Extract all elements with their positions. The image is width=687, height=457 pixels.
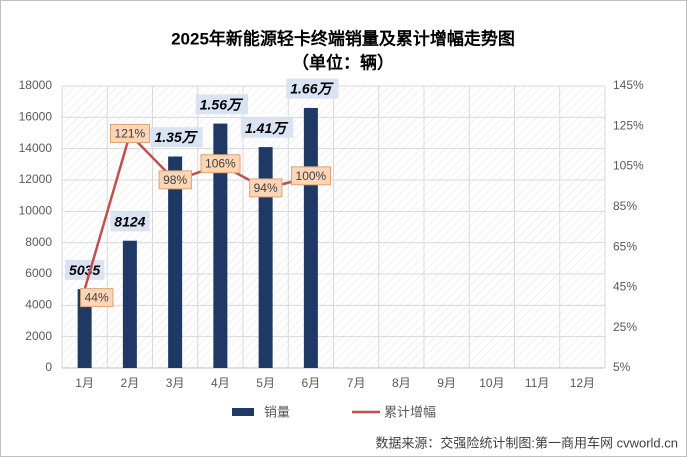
line-value-label-box (158, 170, 192, 190)
x-tick-label: 2月 (121, 376, 140, 390)
bar (122, 240, 137, 368)
line-value-label: 98% (163, 173, 187, 187)
y2-tick-label: 125% (613, 118, 644, 132)
line-value-label: 121% (115, 127, 146, 141)
line-value-label-box (110, 124, 151, 144)
bar-value-label-box (110, 211, 150, 232)
line-value-label-box (291, 166, 332, 186)
x-tick-label: 3月 (166, 376, 185, 390)
y-tick-label: 6000 (25, 266, 52, 280)
line-value-label-box (80, 288, 114, 308)
y-tick-label: 16000 (19, 110, 53, 124)
bar (77, 289, 92, 368)
y-tick-label: 14000 (19, 141, 53, 155)
bar-value-label: 1.41万 (245, 120, 289, 136)
bar (168, 156, 183, 368)
y-tick-label: 18000 (19, 78, 53, 92)
y-tick-label: 12000 (19, 172, 53, 186)
y2-tick-label: 5% (613, 360, 631, 374)
x-tick-label: 10月 (479, 376, 504, 390)
y2-tick-label: 145% (613, 78, 644, 92)
line-value-label: 94% (254, 181, 278, 195)
source-note: 数据来源：交强险统计制图:第一商用车网 cvworld.cn (375, 435, 678, 450)
x-tick-label: 7月 (347, 376, 366, 390)
bar-value-label: 1.35万 (155, 129, 199, 145)
y-tick-label: 4000 (25, 298, 52, 312)
x-tick-label: 12月 (570, 376, 595, 390)
bar-value-label: 1.56万 (200, 96, 244, 112)
bar-value-label-box (65, 259, 105, 280)
bar-value-label: 5035 (69, 262, 100, 278)
bar (303, 107, 318, 368)
y-tick-label: 0 (45, 360, 52, 374)
legend-label: 累计增幅 (384, 404, 436, 419)
x-tick-label: 1月 (75, 376, 94, 390)
line-value-label-box (249, 178, 283, 198)
bar-value-label: 8124 (114, 213, 145, 229)
x-tick-label: 11月 (525, 376, 549, 390)
bar-value-label-box (241, 117, 294, 138)
line-value-label: 106% (205, 157, 236, 171)
bar-value-label: 1.66万 (290, 81, 334, 97)
line-value-label: 100% (296, 169, 327, 183)
x-tick-label: 6月 (302, 376, 321, 390)
line-value-label-box (200, 154, 241, 174)
bar (213, 123, 228, 368)
bar (258, 147, 273, 368)
x-tick-label: 9月 (437, 376, 456, 390)
line-value-label: 44% (85, 291, 109, 305)
y2-tick-label: 105% (613, 159, 644, 173)
y2-tick-label: 65% (613, 239, 637, 253)
y-tick-label: 8000 (25, 235, 52, 249)
y-tick-label: 10000 (19, 204, 53, 218)
y2-tick-label: 85% (613, 199, 637, 213)
y2-tick-label: 45% (613, 280, 637, 294)
y2-tick-label: 25% (613, 320, 637, 334)
x-tick-label: 8月 (392, 376, 411, 390)
x-tick-label: 4月 (211, 376, 230, 390)
legend-label: 销量 (264, 404, 290, 419)
chart-title: 2025年新能源轻卡终端销量及累计增幅走势图 (171, 28, 515, 48)
bar-value-label-box (195, 94, 248, 115)
chart-subtitle: （单位：辆） (292, 52, 394, 72)
y-tick-label: 2000 (25, 329, 52, 343)
legend-swatch (232, 408, 254, 416)
x-tick-label: 5月 (256, 376, 275, 390)
bar-value-label-box (150, 127, 203, 148)
bar-value-label-box (286, 78, 339, 99)
